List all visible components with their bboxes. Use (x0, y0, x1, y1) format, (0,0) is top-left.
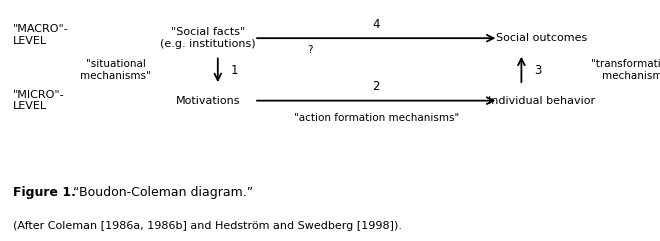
Text: “Boudon-Coleman diagram.”: “Boudon-Coleman diagram.” (69, 186, 253, 199)
Text: "action formation mechanisms": "action formation mechanisms" (294, 113, 459, 123)
Text: Individual behavior: Individual behavior (488, 96, 595, 106)
Text: "MACRO"-
LEVEL: "MACRO"- LEVEL (13, 24, 69, 46)
Text: Motivations: Motivations (176, 96, 240, 106)
Text: "transformational
mechanisms": "transformational mechanisms" (591, 60, 660, 81)
Text: 1: 1 (230, 64, 238, 77)
Text: (After Coleman [1986a, 1986b] and Hedström and Swedberg [1998]).: (After Coleman [1986a, 1986b] and Hedstr… (13, 221, 402, 231)
Text: Social outcomes: Social outcomes (496, 33, 587, 43)
Text: 2: 2 (372, 80, 380, 93)
Text: "Social facts"
(e.g. institutions): "Social facts" (e.g. institutions) (160, 27, 255, 49)
Text: "situational
mechanisms": "situational mechanisms" (80, 60, 151, 81)
Text: Figure 1.: Figure 1. (13, 186, 76, 199)
Text: "MICRO"-
LEVEL: "MICRO"- LEVEL (13, 90, 65, 111)
Text: 4: 4 (372, 18, 380, 31)
Text: ?: ? (308, 45, 313, 55)
Text: 3: 3 (534, 64, 542, 77)
